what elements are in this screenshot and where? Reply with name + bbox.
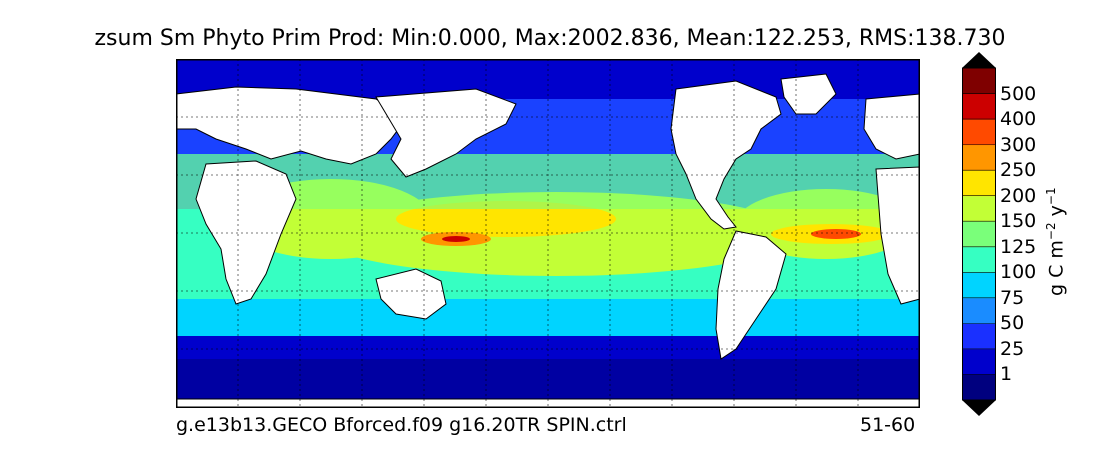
colorbar-swatch <box>962 170 996 197</box>
case-name-label: g.e13b13.GECO Bforced.f09 g16.20TR SPIN.… <box>176 414 627 436</box>
colorbar-swatch <box>962 374 996 401</box>
map-border <box>176 59 920 408</box>
colorbar-swatch <box>962 348 996 375</box>
colorbar-tick-label: 75 <box>1000 286 1025 309</box>
colorbar <box>962 52 996 416</box>
colorbar-border <box>962 67 996 401</box>
equatorial-pacific-high <box>396 201 616 237</box>
colorbar-extend-min <box>962 400 996 416</box>
colorbar-graphic <box>962 52 996 416</box>
graticule <box>176 59 920 408</box>
colorbar-tick-label: 1 <box>1000 363 1013 386</box>
colorbar-tick-label: 300 <box>1000 133 1037 156</box>
equatorial-atlantic-peak <box>811 229 861 239</box>
north-america <box>670 80 782 230</box>
colorbar-swatch <box>962 297 996 324</box>
greenland <box>780 73 837 115</box>
colorbar-swatch <box>962 246 996 273</box>
colorbar-tick-label: 150 <box>1000 210 1037 233</box>
colorbar-swatch <box>962 323 996 350</box>
colorbar-swatch <box>962 93 996 120</box>
colorbar-swatch <box>962 144 996 171</box>
colorbar-tick-label: 125 <box>1000 235 1037 258</box>
asia-east <box>375 88 517 178</box>
colorbar-swatch <box>962 68 996 95</box>
europe-asia-west <box>176 86 407 165</box>
colorbar-tick-label: 200 <box>1000 184 1037 207</box>
colorbar-tick-label: 250 <box>1000 159 1037 182</box>
land-masses <box>176 73 920 408</box>
years-label: 51-60 <box>860 414 916 436</box>
australia <box>375 268 447 320</box>
colorbar-tick-label: 500 <box>1000 82 1037 105</box>
colorbar-swatch <box>962 195 996 222</box>
colorbar-tick-label: 100 <box>1000 261 1037 284</box>
africa-right <box>875 166 920 305</box>
colorbar-tick-label: 50 <box>1000 312 1025 335</box>
africa <box>195 160 297 305</box>
colorbar-swatch <box>962 119 996 146</box>
colorbar-tick-label: 400 <box>1000 108 1037 131</box>
colorbar-unit-label: g C m−2 y−1 <box>1044 187 1068 296</box>
map-title: zsum Sm Phyto Prim Prod: Min:0.000, Max:… <box>94 26 1006 51</box>
colorbar-extend-max <box>962 52 996 68</box>
ocean-productivity-map <box>176 59 920 408</box>
europe-right <box>863 93 920 160</box>
colorbar-swatch <box>962 221 996 248</box>
west-pacific-peak <box>442 236 470 242</box>
colorbar-swatch <box>962 272 996 299</box>
map-panel <box>176 59 920 408</box>
colorbar-tick-label: 25 <box>1000 337 1025 360</box>
